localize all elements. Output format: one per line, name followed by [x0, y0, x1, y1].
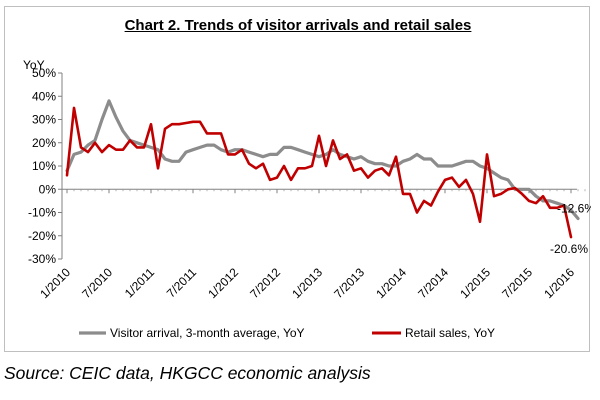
- legend-label-visitor: Visitor arrival, 3-month average, YoY: [110, 326, 305, 340]
- y-tick-label: -20%: [28, 229, 56, 243]
- x-tick-label: 7/2013: [331, 265, 367, 301]
- y-tick-label: -10%: [28, 206, 56, 220]
- x-tick-label: 1/2011: [122, 265, 157, 300]
- source-note: Source: CEIC data, HKGCC economic analys…: [4, 363, 371, 383]
- x-tick-label: 7/2012: [247, 265, 283, 301]
- y-tick-label: 30%: [32, 113, 56, 127]
- retail-sales-line: [65, 106, 573, 239]
- x-tick-label: 7/2010: [79, 265, 115, 301]
- x-tick-label: 1/2014: [373, 265, 409, 301]
- legend-label-retail: Retail sales, YoY: [405, 326, 495, 340]
- y-tick-label: 0%: [39, 182, 57, 196]
- x-tick-label: 1/2013: [289, 265, 325, 301]
- visitor-arrival-line: [65, 99, 580, 221]
- visitor-end-label: -12.6%: [557, 202, 591, 216]
- chart-container: YoY 50% 40% 30% 20% 10% 0% -10% -20% -30% 1/2010 7/…: [4, 6, 591, 352]
- x-tick-label: 1/2016: [541, 265, 577, 301]
- x-tick-label: 1/2012: [205, 265, 241, 301]
- y-tick-label: -30%: [28, 252, 56, 266]
- y-tick-label: 20%: [32, 136, 56, 150]
- y-tick-label: 50%: [32, 66, 56, 80]
- chart-title: Chart 2. Trends of visitor arrivals and …: [124, 17, 472, 34]
- x-tick-label: 7/2015: [499, 265, 535, 301]
- x-tick-label: 7/2011: [164, 265, 199, 300]
- x-tick-label: 7/2014: [415, 265, 451, 301]
- x-tick-label: 1/2010: [37, 265, 73, 301]
- y-axis-label: YoY: [23, 58, 45, 72]
- y-tick-label: 10%: [32, 159, 56, 173]
- retail-end-label: -20.6%: [550, 242, 588, 256]
- y-tick-label: 40%: [32, 89, 56, 103]
- x-tick-label: 1/2015: [457, 265, 493, 301]
